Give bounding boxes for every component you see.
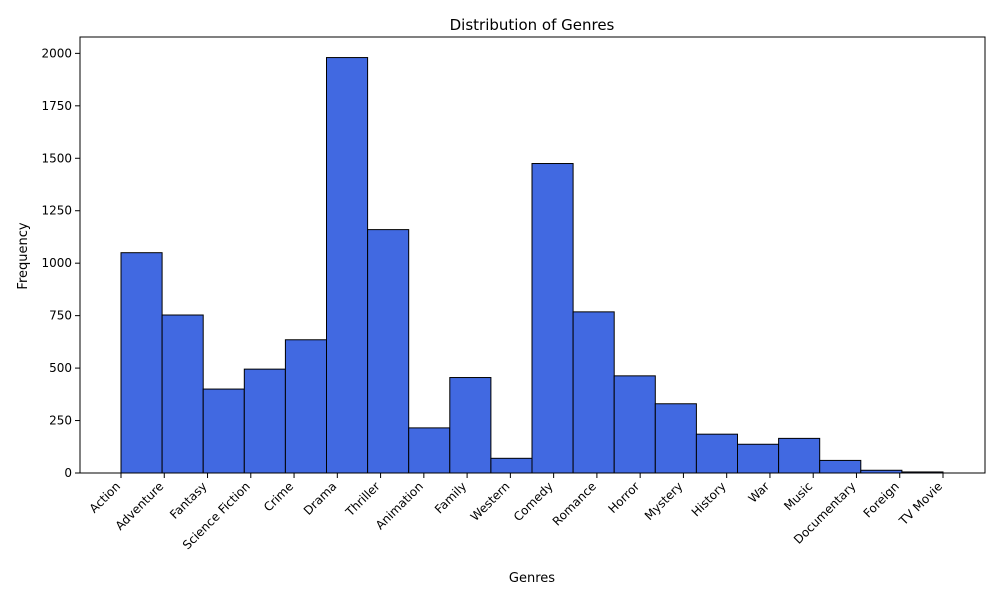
x-tick-label: Western [468,479,513,524]
bar-documentary [819,459,862,474]
bar-history [695,433,739,474]
y-tick-label: 750 [49,309,72,323]
y-tick-label: 0 [64,466,72,480]
bar-science-fiction [243,368,286,474]
bar-family [449,377,492,474]
x-tick-label: Action [87,479,123,515]
x-tick-label: History [689,479,729,519]
x-tick-label: Mystery [642,479,686,523]
x-tick-label: Family [432,479,469,516]
bar-romance [572,311,615,474]
bars-group [120,57,944,474]
x-tick-label: Thriller [342,479,382,519]
bar-adventure [161,314,204,474]
bar-horror [613,375,656,474]
bar-drama [326,57,369,474]
x-tick-label: Crime [261,479,296,514]
x-tick-label: War [746,479,772,505]
plot-frame [79,36,986,474]
x-tick-label: TV Movie [896,479,945,528]
x-tick-label: Foreign [861,479,902,520]
bar-action [120,252,163,474]
x-tick-label: Comedy [511,479,556,524]
bar-thriller [367,229,410,474]
x-tick-label: Fantasy [167,479,210,522]
bar-animation [408,427,451,474]
y-tick-label: 500 [49,361,72,375]
y-tick-label: 1000 [41,256,72,270]
bar-western [490,457,533,474]
bar-mystery [654,403,697,474]
chart-title: Distribution of Genres [450,16,615,34]
x-tick-label: Music [781,479,815,513]
x-axis-label: Genres [509,571,555,586]
y-axis-label: Frequency [16,222,31,289]
bar-war [737,443,780,474]
bar-music [778,437,821,474]
x-tick-label: Horror [605,479,642,516]
y-tick-label: 250 [49,414,72,428]
y-tick-label: 1250 [41,204,72,218]
bar-crime [284,339,327,474]
bar-fantasy [202,388,245,474]
y-tick-label: 2000 [41,46,72,60]
y-tick-label: 1750 [41,99,72,113]
x-tick-label: Drama [301,479,340,518]
bar-comedy [531,163,574,474]
y-tick-label: 1500 [41,151,72,165]
y-ticks-group: 0 250 500 750 1000 1250 1500 1750 2000 [41,46,80,480]
x-tick-label: Romance [550,479,599,528]
